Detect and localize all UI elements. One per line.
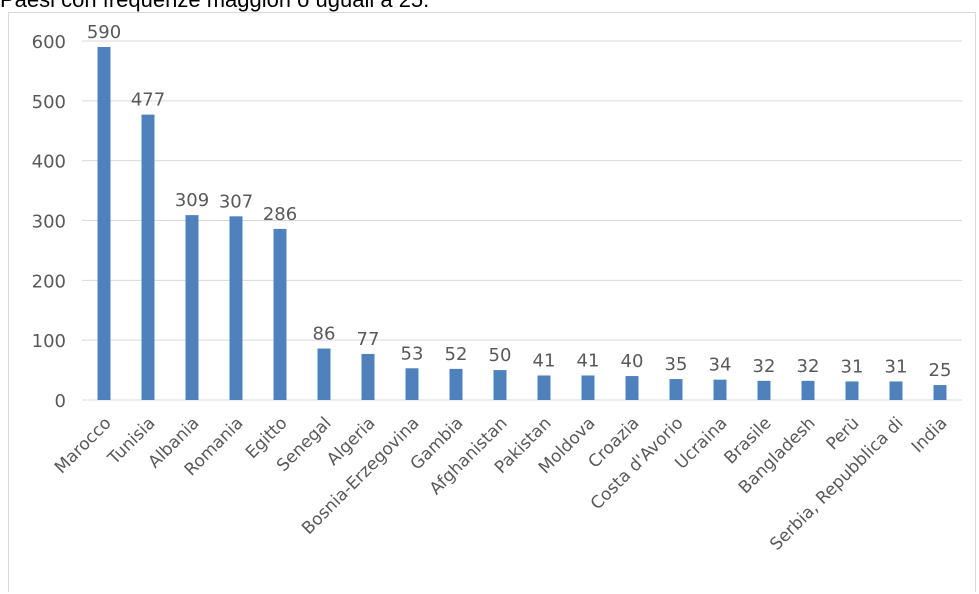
data-label: 34 [709, 355, 732, 376]
x-tick-label: India [908, 413, 952, 457]
bar [845, 381, 859, 400]
data-label: 41 [577, 350, 600, 371]
data-label: 41 [533, 350, 556, 371]
data-label: 32 [753, 356, 776, 377]
data-label: 86 [313, 324, 336, 345]
x-tick-label: Marocco [51, 413, 115, 477]
data-label: 25 [929, 360, 952, 381]
bar [493, 370, 507, 400]
bar [537, 375, 551, 400]
y-tick-label: 0 [55, 391, 66, 412]
bar [713, 379, 727, 400]
bar [405, 368, 419, 400]
data-label: 477 [131, 90, 165, 111]
bar [141, 114, 155, 400]
bar [669, 379, 683, 400]
y-tick-label: 200 [32, 271, 66, 292]
data-label: 32 [797, 356, 820, 377]
data-label: 31 [885, 356, 908, 377]
bar [97, 46, 111, 400]
data-label: 52 [445, 344, 468, 365]
bar [449, 368, 463, 400]
data-label: 31 [841, 356, 864, 377]
bar [317, 348, 331, 400]
bar [757, 380, 771, 400]
bar [889, 381, 903, 400]
data-label: 286 [263, 204, 297, 225]
bar [361, 353, 375, 400]
bar [273, 228, 287, 400]
chart-caption: Paesi con frequenze maggiori o uguali a … [0, 0, 429, 13]
data-label: 53 [401, 343, 424, 364]
data-label: 309 [175, 190, 209, 211]
y-tick-label: 300 [32, 212, 66, 233]
y-tick-label: 600 [32, 32, 66, 53]
data-label: 50 [489, 345, 512, 366]
bar [581, 375, 595, 400]
y-tick-label: 100 [32, 331, 66, 352]
bar [801, 380, 815, 400]
bar [625, 376, 639, 400]
y-tick-label: 500 [32, 92, 66, 113]
chart-frame [8, 12, 976, 592]
y-tick-label: 400 [32, 152, 66, 173]
bar [185, 215, 199, 400]
data-label: 35 [665, 354, 688, 375]
data-label: 590 [87, 22, 121, 43]
data-label: 77 [357, 329, 380, 350]
data-label: 40 [621, 351, 644, 372]
data-label: 307 [219, 191, 253, 212]
bar [933, 385, 947, 400]
bar [229, 216, 243, 400]
